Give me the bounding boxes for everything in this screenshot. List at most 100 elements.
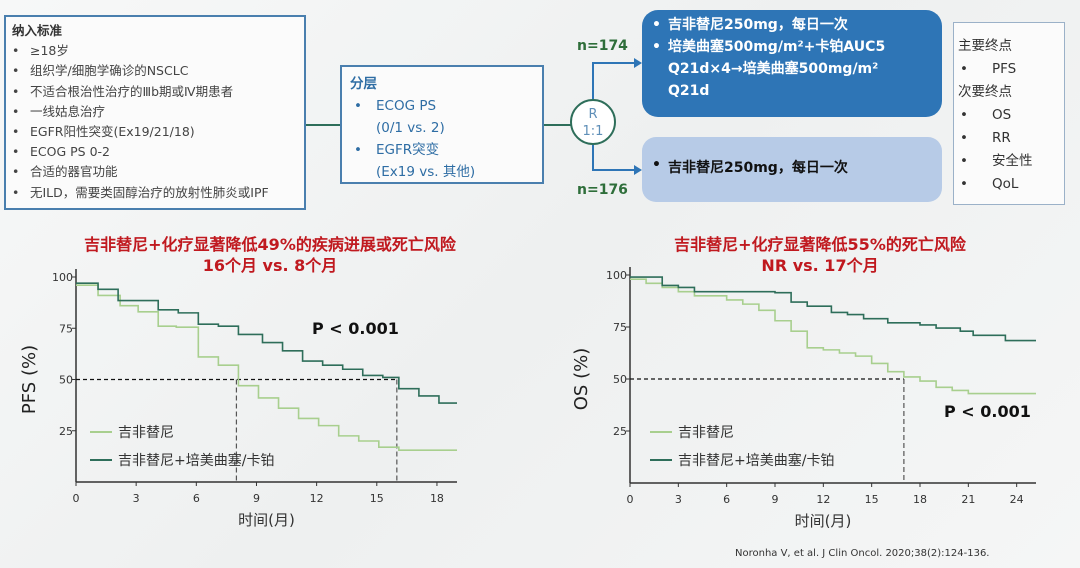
pfs-x-tick-label: 12 — [310, 492, 324, 505]
inclusion-item: 组织学/细胞学确诊的NSCLC — [12, 61, 298, 81]
os-x-tick-label: 12 — [816, 493, 830, 506]
os-chart-title: 吉非替尼+化疗显著降低55%的死亡风险 NR vs. 17个月 — [570, 234, 1070, 276]
connector-line — [306, 124, 340, 126]
os-series-combo-line — [630, 276, 1036, 342]
os-subtitle: NR vs. 17个月 — [761, 256, 879, 275]
stratification-item: ECOG PS — [350, 95, 534, 117]
pfs-p-value: P < 0.001 — [312, 319, 399, 338]
pfs-x-tick-label: 9 — [253, 492, 260, 505]
arrowhead-icon — [634, 165, 642, 175]
inclusion-item: 一线姑息治疗 — [12, 102, 298, 122]
os-title: 吉非替尼+化疗显著降低55%的死亡风险 — [674, 235, 966, 254]
bullet: • — [960, 107, 968, 123]
pfs-legend-label: 吉非替尼+培美曲塞/卡铂 — [118, 452, 274, 469]
secondary-endpoint-item: • OS — [958, 104, 1060, 127]
arm-combo-line: Q21d — [668, 83, 710, 99]
stratification-item: (0/1 vs. 2) — [376, 120, 445, 136]
os-x-tick-label: 15 — [865, 493, 879, 506]
pfs-y-tick-label: 75 — [59, 322, 73, 335]
inclusion-item: EGFR阳性突变(Ex19/21/18) — [12, 122, 298, 142]
endpoints-box: 主要终点 • PFS 次要终点 • OS • RR • 安全性 • QoL — [953, 22, 1065, 205]
secondary-endpoint-label: OS — [992, 107, 1012, 123]
arm-combo-line: 吉非替尼250mg，每日一次 — [652, 14, 932, 36]
connector-line — [592, 62, 594, 100]
citation: Noronha V, et al. J Clin Oncol. 2020;38(… — [735, 548, 990, 559]
n-combo: n=174 — [577, 38, 628, 54]
os-p-value: P < 0.001 — [944, 402, 1031, 421]
pfs-chart-title: 吉非替尼+化疗显著降低49%的疾病进展或死亡风险 16个月 vs. 8个月 — [20, 234, 520, 276]
inclusion-item: 不适合根治性治疗的Ⅲb期或Ⅳ期患者 — [12, 82, 298, 102]
os-y-tick-label: 75 — [613, 321, 627, 334]
pfs-x-tick-label: 15 — [370, 492, 384, 505]
pfs-x-tick-label: 0 — [73, 492, 80, 505]
pfs-series-gefitinib-line — [76, 284, 457, 452]
pfs-title: 吉非替尼+化疗显著降低49%的疾病进展或死亡风险 — [84, 235, 456, 254]
os-legend-label: 吉非替尼 — [678, 425, 734, 441]
os-y-tick-label: 50 — [613, 373, 627, 386]
inclusion-title: 纳入标准 — [12, 23, 63, 38]
arm-mono-text: 吉非替尼250mg，每日一次 — [652, 157, 932, 177]
stratification-box: 分层 ECOG PS (0/1 vs. 2) EGFR突变 (Ex19 vs. 其他) — [340, 65, 544, 184]
pfs-series-combo-line — [76, 282, 457, 404]
arrowhead-icon — [634, 58, 642, 68]
os-y-label: OS (%) — [571, 348, 592, 410]
primary-endpoint-item: • PFS — [958, 58, 1060, 81]
pfs-y-tick-label: 50 — [59, 374, 73, 387]
secondary-endpoint-item: • RR — [958, 127, 1060, 150]
os-x-tick-label: 18 — [913, 493, 927, 506]
pfs-y-tick-label: 100 — [52, 271, 73, 284]
os-legend-label: 吉非替尼+培美曲塞/卡铂 — [678, 452, 834, 469]
inclusion-item: 无ILD，需要类固醇治疗的放射性肺炎或IPF — [12, 183, 298, 203]
arrow-bottom — [592, 169, 636, 171]
pfs-legend-label: 吉非替尼 — [118, 425, 174, 441]
pfs-x-tick-label: 18 — [430, 492, 444, 505]
os-y-tick-label: 100 — [606, 269, 627, 282]
pfs-x-tick-label: 3 — [133, 492, 140, 505]
randomization-circle: R 1:1 — [570, 99, 616, 145]
arm-combo-line: 培美曲塞500mg/m²+卡铂AUC5 — [652, 36, 932, 58]
bullet: • — [960, 153, 968, 169]
secondary-endpoint-label: 安全性 — [992, 153, 1033, 169]
pfs-x-tick-label: 6 — [193, 492, 200, 505]
inclusion-item: ≥18岁 — [12, 41, 298, 61]
arm-combo-box: 吉非替尼250mg，每日一次培美曲塞500mg/m²+卡铂AUC5 Q21d×4→… — [642, 10, 942, 117]
randomization-ratio: 1:1 — [582, 124, 604, 139]
connector-line — [544, 124, 572, 126]
bullet: • — [960, 130, 968, 146]
os-x-tick-label: 3 — [675, 493, 682, 506]
os-x-tick-label: 0 — [627, 493, 634, 506]
secondary-endpoint-label: RR — [992, 130, 1011, 146]
os-x-tick-label: 9 — [772, 493, 779, 506]
secondary-endpoint-label: QoL — [992, 176, 1019, 192]
stratification-item: EGFR突变 — [350, 139, 534, 161]
os-x-tick-label: 21 — [961, 493, 975, 506]
os-x-tick-label: 24 — [1010, 493, 1024, 506]
primary-endpoint-label: PFS — [992, 61, 1017, 77]
pfs-y-label: PFS (%) — [19, 345, 40, 414]
os-series-gefitinib-line — [630, 278, 1036, 395]
stratification-title: 分层 — [350, 76, 377, 92]
inclusion-item: ECOG PS 0-2 — [12, 142, 298, 162]
arm-combo-line: Q21d×4→培美曲塞500mg/m² — [668, 61, 879, 77]
n-mono: n=176 — [577, 182, 628, 198]
pfs-y-tick-label: 25 — [59, 425, 73, 438]
arrow-top — [592, 62, 636, 64]
os-x-tick-label: 6 — [723, 493, 730, 506]
connector-line — [592, 145, 594, 170]
inclusion-criteria-box: 纳入标准 ≥18岁组织学/细胞学确诊的NSCLC不适合根治性治疗的Ⅲb期或Ⅳ期患… — [4, 15, 306, 210]
os-y-tick-label: 25 — [613, 425, 627, 438]
secondary-endpoint-item: • QoL — [958, 173, 1060, 196]
secondary-endpoint-title: 次要终点 — [958, 84, 1012, 100]
inclusion-item: 合适的器官功能 — [12, 162, 298, 182]
randomization-label: R — [588, 107, 598, 122]
arm-mono-box: 吉非替尼250mg，每日一次 — [642, 137, 942, 202]
secondary-endpoint-item: • 安全性 — [958, 150, 1060, 173]
primary-endpoint-title: 主要终点 — [958, 38, 1012, 54]
pfs-subtitle: 16个月 vs. 8个月 — [202, 256, 338, 275]
os-x-label: 时间(月) — [795, 512, 852, 530]
stratification-item: (Ex19 vs. 其他) — [376, 164, 476, 180]
bullet: • — [960, 61, 968, 77]
pfs-x-label: 时间(月) — [238, 511, 295, 529]
